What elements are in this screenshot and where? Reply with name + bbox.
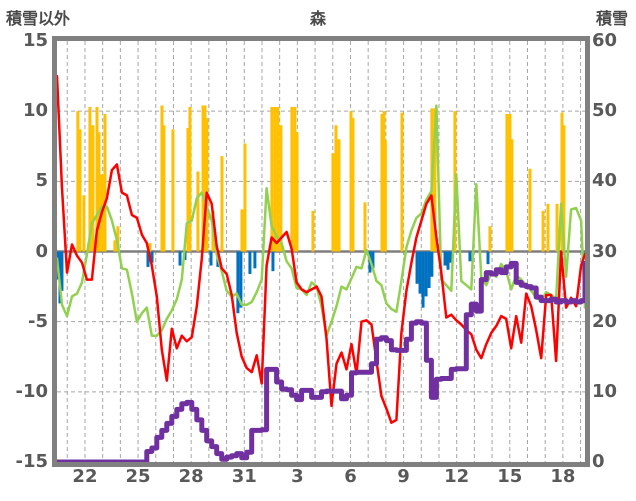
left-axis-title: 積雪以外 xyxy=(6,9,71,28)
x-axis-tick-label: 31 xyxy=(231,466,257,487)
left-axis-tick-label: 5 xyxy=(35,170,48,192)
right-axis-tick-label: 40 xyxy=(592,170,618,192)
right-axis-tick-label: 50 xyxy=(592,100,618,122)
red_line xyxy=(57,74,585,424)
right-axis-tick-label: 20 xyxy=(592,310,618,332)
left-axis-tick-label: -10 xyxy=(15,380,48,402)
purple_snow_line xyxy=(57,260,585,462)
x-axis-tick-label: 12 xyxy=(444,466,470,487)
left-axis-tick-label: -15 xyxy=(15,451,48,472)
right-axis-tick-label: 10 xyxy=(592,380,618,402)
right-axis-tick-label: 60 xyxy=(592,30,618,51)
x-axis-tick-label: 3 xyxy=(291,466,304,487)
x-axis-tick-label: 9 xyxy=(397,466,410,487)
x-axis-tick-label: 15 xyxy=(497,466,523,487)
x-axis-tick-label: 28 xyxy=(178,466,204,487)
right-axis-title: 積雪 xyxy=(595,9,628,28)
x-axis-tick-label: 18 xyxy=(550,466,576,487)
left-axis-tick-label: 10 xyxy=(22,100,48,122)
x-axis-tick-label: 22 xyxy=(72,466,98,487)
left-axis-tick-label: -5 xyxy=(28,310,48,332)
right-axis-tick-label: 30 xyxy=(592,240,618,262)
x-axis-tick-label: 6 xyxy=(344,466,357,487)
chart-title: 森 xyxy=(309,9,326,28)
left-axis-tick-label: 0 xyxy=(35,240,48,262)
x-axis-tick-label: 25 xyxy=(125,466,151,487)
plot-frame xyxy=(52,36,590,467)
right-axis-tick-label: 0 xyxy=(592,451,605,472)
left-axis-tick-label: 15 xyxy=(22,30,48,51)
series-group xyxy=(57,74,585,462)
